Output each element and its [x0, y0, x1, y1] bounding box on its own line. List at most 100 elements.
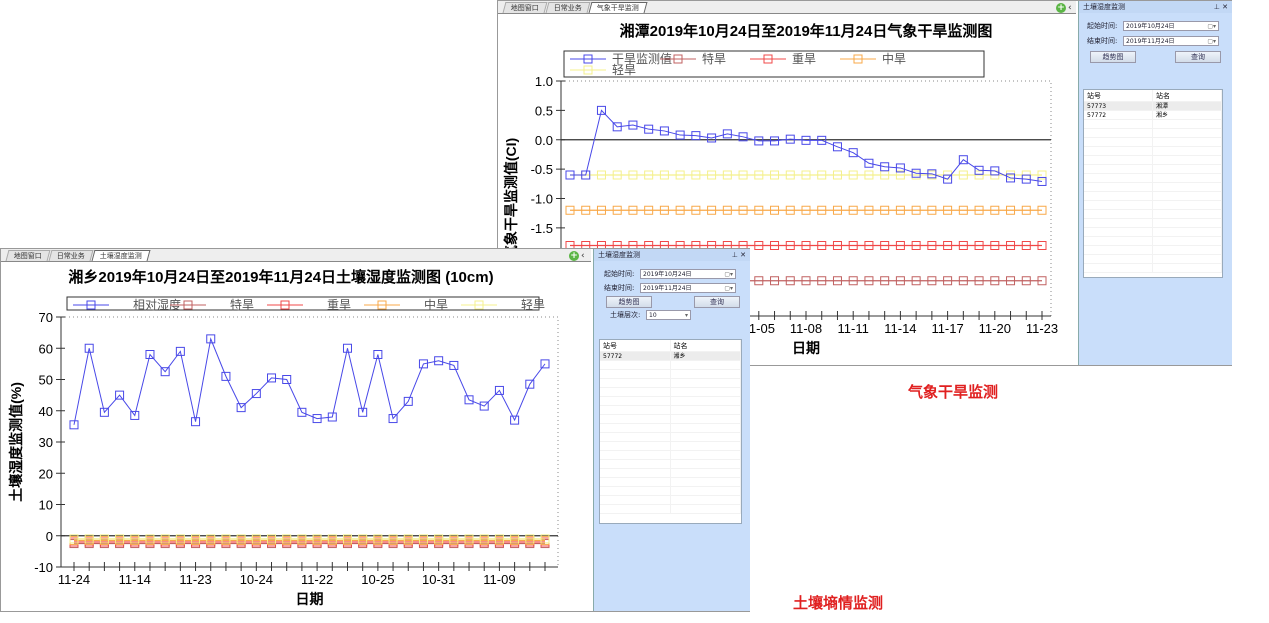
table-header: 站号 站名 — [1084, 90, 1222, 102]
x-axis-label: 日期 — [296, 591, 324, 607]
threshold-marker — [581, 205, 591, 215]
threshold-marker — [974, 241, 984, 250]
pin-close-icon[interactable]: ⊥ ✕ — [1213, 3, 1228, 11]
weather-caption: 气象干旱监测 — [908, 383, 999, 401]
threshold-marker — [927, 205, 937, 215]
data-point — [312, 414, 322, 424]
data-point — [540, 359, 550, 369]
panel-toggle[interactable]: + ‹ — [1056, 2, 1080, 14]
trend-button[interactable]: 趋势图 — [606, 296, 652, 308]
legend-marker — [583, 54, 593, 64]
table-row — [600, 469, 741, 478]
table-row — [1084, 264, 1222, 273]
threshold-marker — [943, 276, 953, 286]
table-row[interactable]: 57772 湘乡 — [1084, 111, 1222, 120]
threshold-marker — [832, 241, 842, 250]
table-cell: 57773 — [1084, 102, 1153, 110]
threshold-marker — [145, 534, 155, 544]
tab-soil-moisture[interactable]: 土壤湿度监测 — [91, 250, 151, 261]
threshold-marker — [911, 276, 921, 286]
data-point — [145, 350, 155, 359]
threshold-marker — [403, 534, 413, 544]
threshold-marker — [738, 170, 748, 180]
tab-map[interactable]: 地图窗口 — [5, 250, 51, 261]
y-axis-label: 气象干旱监测值(CI) — [503, 138, 519, 260]
chart-title: 湘潭2019年10月24日至2019年11月24日气象干旱监测图 — [620, 22, 993, 40]
data-point — [510, 415, 520, 425]
data-point — [373, 350, 383, 359]
threshold-marker — [282, 534, 292, 544]
y-tick-label: 60 — [39, 341, 53, 356]
query-button[interactable]: 查询 — [694, 296, 740, 308]
end-date-picker[interactable]: 2019年11月24日 ▢▾ — [1123, 36, 1219, 46]
calendar-dropdown-icon[interactable]: ▢▾ — [1207, 38, 1216, 45]
table-row — [600, 361, 741, 370]
threshold-marker — [1006, 276, 1016, 286]
tab-label: 气象干旱监测 — [596, 4, 639, 12]
collapse-icon[interactable]: ‹ — [1068, 3, 1072, 13]
table-row — [1084, 228, 1222, 237]
tab-weather-drought[interactable]: 气象干旱监测 — [588, 2, 648, 13]
table-row — [600, 505, 741, 514]
layer-label: 土壤层次: — [610, 311, 641, 319]
threshold-marker — [738, 205, 748, 215]
threshold-marker — [832, 170, 842, 180]
column-header[interactable]: 站号 — [600, 340, 671, 351]
data-point — [817, 135, 827, 145]
data-point — [221, 371, 231, 381]
data-point — [267, 373, 277, 383]
data-point — [722, 129, 732, 139]
soil-moisture-chart: 湘乡2019年10月24日至2019年11月24日土壤湿度监测图 (10cm) 相… — [8, 268, 559, 607]
data-point — [449, 360, 459, 370]
query-button[interactable]: 查询 — [1175, 51, 1221, 63]
threshold-marker — [449, 534, 459, 544]
threshold-marker — [911, 205, 921, 215]
data-point — [342, 343, 352, 353]
legend-marker — [377, 300, 387, 310]
x-axis-label: 日期 — [792, 340, 820, 356]
y-tick-label: -1.5 — [531, 221, 553, 236]
start-date-picker[interactable]: 2019年10月24日 ▢▾ — [1123, 21, 1219, 31]
table-row — [600, 433, 741, 442]
add-icon[interactable]: + — [569, 251, 579, 261]
panel-toggle[interactable]: + ‹ — [569, 250, 593, 262]
data-point — [434, 356, 444, 366]
station-table: 站号 站名 57772 湘乡 — [599, 339, 742, 524]
threshold-marker — [927, 241, 937, 250]
column-header[interactable]: 站名 — [1153, 90, 1222, 101]
table-row[interactable]: 57773 湘潭 — [1084, 102, 1222, 111]
add-icon[interactable]: + — [1056, 3, 1066, 13]
threshold-marker — [990, 276, 1000, 286]
threshold-marker — [206, 534, 216, 544]
tab-daily[interactable]: 日常业务 — [545, 2, 591, 13]
pin-close-icon[interactable]: ⊥ ✕ — [731, 251, 746, 259]
threshold-marker — [267, 534, 277, 544]
legend-label: 轻旱 — [521, 298, 545, 312]
calendar-dropdown-icon[interactable]: ▢▾ — [1207, 23, 1216, 30]
trend-button[interactable]: 趋势图 — [1090, 51, 1136, 63]
collapse-icon[interactable]: ‹ — [581, 251, 585, 261]
table-row[interactable]: 57772 湘乡 — [600, 352, 741, 361]
tab-map[interactable]: 地图窗口 — [502, 2, 548, 13]
threshold-marker — [1037, 205, 1047, 215]
threshold-marker — [880, 276, 890, 286]
layer-select[interactable]: 10 ▾ — [646, 310, 691, 320]
calendar-dropdown-icon[interactable]: ▢▾ — [724, 271, 733, 278]
legend-marker — [583, 65, 593, 75]
dropdown-icon[interactable]: ▾ — [684, 312, 688, 319]
data-point — [327, 412, 337, 422]
threshold-marker — [327, 534, 337, 544]
threshold-marker — [785, 276, 795, 286]
y-tick-label: 30 — [39, 435, 53, 450]
data-point — [943, 174, 953, 184]
threshold-marker — [801, 205, 811, 215]
end-date-picker[interactable]: 2019年11月24日 ▢▾ — [640, 283, 736, 293]
legend-label: 重旱 — [327, 298, 351, 312]
threshold-marker — [84, 534, 94, 544]
tab-label: 日常业务 — [553, 4, 582, 12]
calendar-dropdown-icon[interactable]: ▢▾ — [724, 285, 733, 292]
column-header[interactable]: 站名 — [671, 340, 741, 351]
tab-daily[interactable]: 日常业务 — [48, 250, 94, 261]
column-header[interactable]: 站号 — [1084, 90, 1153, 101]
start-date-picker[interactable]: 2019年10月24日 ▢▾ — [640, 269, 736, 279]
